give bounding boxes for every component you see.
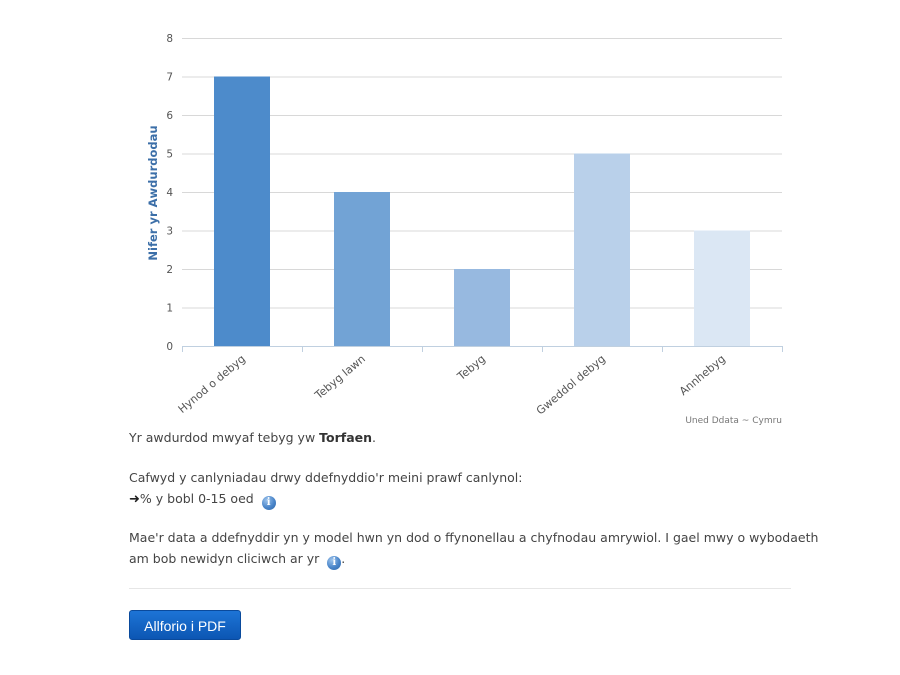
y-tick-label: 2 xyxy=(166,264,173,276)
export-pdf-button[interactable]: Allforio i PDF xyxy=(129,610,241,640)
info-icon[interactable]: i xyxy=(327,556,342,570)
y-tick-label: 8 xyxy=(166,33,173,45)
result-sentence: Yr awdurdod mwyaf tebyg yw Torfaen. xyxy=(129,427,376,448)
result-name: Torfaen xyxy=(319,430,373,445)
y-tick-label: 5 xyxy=(166,149,173,161)
data-note-end: . xyxy=(341,551,346,566)
criteria-item-label: % y bobl 0-15 oed xyxy=(139,491,254,506)
bar[interactable] xyxy=(574,153,630,347)
data-note-text: am bob newidyn cliciwch ar yr xyxy=(129,551,320,566)
y-tick-label: 4 xyxy=(166,187,173,199)
arrow-right-icon: ➜ xyxy=(129,492,140,507)
bar[interactable] xyxy=(694,230,750,347)
criteria-intro: Cafwyd y canlyniadau drwy ddefnyddio'r m… xyxy=(129,470,523,485)
y-tick-label: 0 xyxy=(166,341,173,353)
result-prefix: Yr awdurdod mwyaf tebyg yw xyxy=(129,430,320,445)
chart-credit[interactable]: Uned Ddata ~ Cymru xyxy=(685,416,782,426)
x-axis-ticks: Hynod o debyg Tebyg Iawn Tebyg Gweddol deby… xyxy=(176,346,783,417)
bar[interactable] xyxy=(214,76,270,347)
data-note-line2: am bob newidyn cliciwch ar yr i. xyxy=(129,548,345,570)
x-tick-label: Hynod o debyg xyxy=(176,352,248,416)
y-axis-ticks: 0 1 2 3 4 5 6 7 8 xyxy=(166,33,173,353)
info-icon[interactable]: i xyxy=(261,496,276,510)
y-tick-label: 1 xyxy=(166,303,173,315)
bar[interactable] xyxy=(334,192,390,346)
x-tick-label: Gweddol debyg xyxy=(534,352,608,417)
chart-bars xyxy=(214,76,750,347)
divider xyxy=(129,588,791,589)
y-tick-label: 3 xyxy=(166,226,173,238)
x-tick-label: Tebyg xyxy=(454,352,488,383)
bar-chart: 0 1 2 3 4 5 6 7 8 Hynod o debyg Tebyg Iawn Tebyg Gw… xyxy=(146,33,783,426)
x-tick-label: Annhebyg xyxy=(677,352,728,398)
y-tick-label: 7 xyxy=(166,72,173,84)
y-axis-label: Nifer yr Awdurdodau xyxy=(146,125,160,260)
x-tick-label: Tebyg Iawn xyxy=(312,352,368,402)
chart-gridlines xyxy=(182,38,782,347)
y-tick-label: 6 xyxy=(166,110,173,122)
result-suffix: . xyxy=(372,430,377,445)
criteria-item: ➜% y bobl 0-15 oed i xyxy=(129,488,276,510)
bar[interactable] xyxy=(454,269,510,346)
data-note-line1: Mae'r data a ddefnyddir yn y model hwn y… xyxy=(129,530,819,545)
